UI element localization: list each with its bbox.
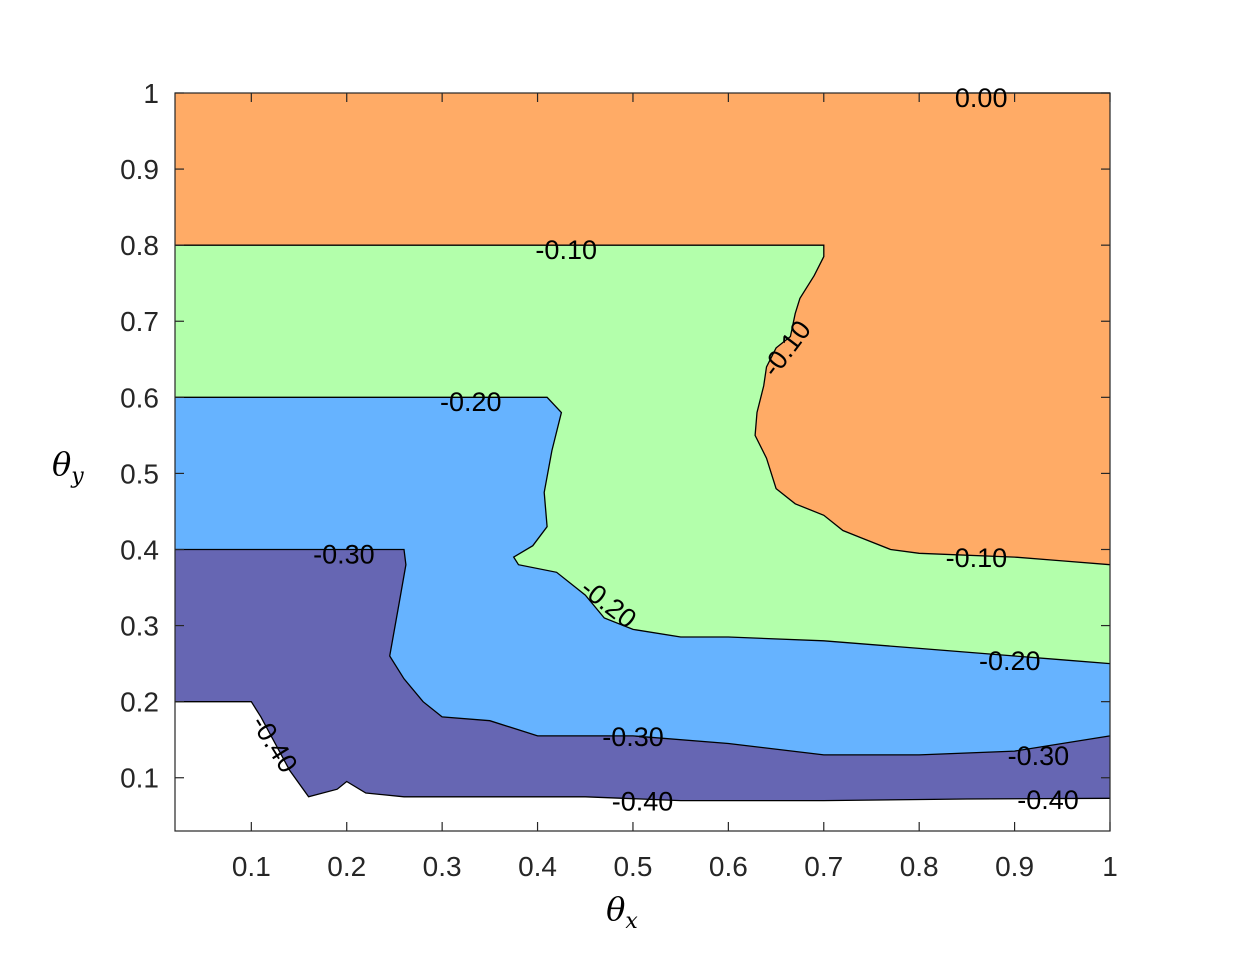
y-axis-label: θy xyxy=(52,445,84,489)
axes-box xyxy=(174,92,1111,832)
contour-label-text: -0.10 xyxy=(535,235,597,265)
x-tick-label: 0.4 xyxy=(518,851,557,882)
x-tick-label: 0.7 xyxy=(804,851,843,882)
contour-line--0.20 xyxy=(175,396,1111,665)
contour-labels: 0.00-0.10-0.10-0.10-0.20-0.20-0.20-0.30-… xyxy=(245,83,1078,817)
contour-label: 0.00 xyxy=(955,83,1008,113)
x-tick-label: 0.3 xyxy=(423,851,462,882)
y-tick-label: 0.9 xyxy=(120,154,159,185)
contour-label: -0.10 xyxy=(535,235,597,265)
contour-label-text: -0.30 xyxy=(602,722,664,752)
x-tick-label: 0.5 xyxy=(613,851,652,882)
band--0.10-to-0.00 xyxy=(175,93,1110,565)
contour-label-text: -0.20 xyxy=(440,387,502,417)
contour-label-text: -0.20 xyxy=(979,646,1041,676)
contour-label: -0.30 xyxy=(313,539,375,569)
contour-label: -0.40 xyxy=(612,787,674,817)
y-tick-label: 0.1 xyxy=(120,763,159,794)
contour-label-text: -0.10 xyxy=(946,543,1008,573)
x-tick-label: 0.8 xyxy=(900,851,939,882)
x-tick-label: 0.9 xyxy=(995,851,1034,882)
contour-label-text: -0.30 xyxy=(1008,741,1070,771)
contour-label: -0.10 xyxy=(946,543,1008,573)
contour-label: -0.40 xyxy=(1017,785,1079,815)
y-tick-label: 0.7 xyxy=(120,306,159,337)
contour-line--0.40 xyxy=(175,701,1111,802)
contour-fills xyxy=(175,93,1110,831)
contour-line--0.30 xyxy=(175,548,1111,756)
axis-ticks: 0.1 0.2 0.3 0.4 0.5 0.6 0.7 0.8 0.9 1 0.1 0.2 0.3 0.4… xyxy=(120,78,1118,882)
contour-label: -0.20 xyxy=(440,387,502,417)
y-tick-label: 0.3 xyxy=(120,611,159,642)
x-axis-label: θx xyxy=(606,890,638,934)
contour-label-text: 0.00 xyxy=(955,83,1008,113)
contour-label: -0.20 xyxy=(979,646,1041,676)
y-tick-label: 0.6 xyxy=(120,382,159,413)
x-tick-label: 0.6 xyxy=(709,851,748,882)
y-tick-label: 0.2 xyxy=(120,687,159,718)
y-tick-label: 1 xyxy=(143,78,159,109)
contour-label: -0.30 xyxy=(602,722,664,752)
contour-label-text: -0.40 xyxy=(612,787,674,817)
contour-line--0.10 xyxy=(175,244,1111,566)
x-tick-label: 0.1 xyxy=(232,851,271,882)
x-tick-label: 1 xyxy=(1102,851,1118,882)
y-tick-label: 0.4 xyxy=(120,534,159,565)
contour-label-text: -0.40 xyxy=(1017,785,1079,815)
contour-label-text: -0.30 xyxy=(313,539,375,569)
contour-label: -0.30 xyxy=(1008,741,1070,771)
x-tick-label: 0.2 xyxy=(327,851,366,882)
y-tick-label: 0.8 xyxy=(120,230,159,261)
y-tick-label: 0.5 xyxy=(120,458,159,489)
